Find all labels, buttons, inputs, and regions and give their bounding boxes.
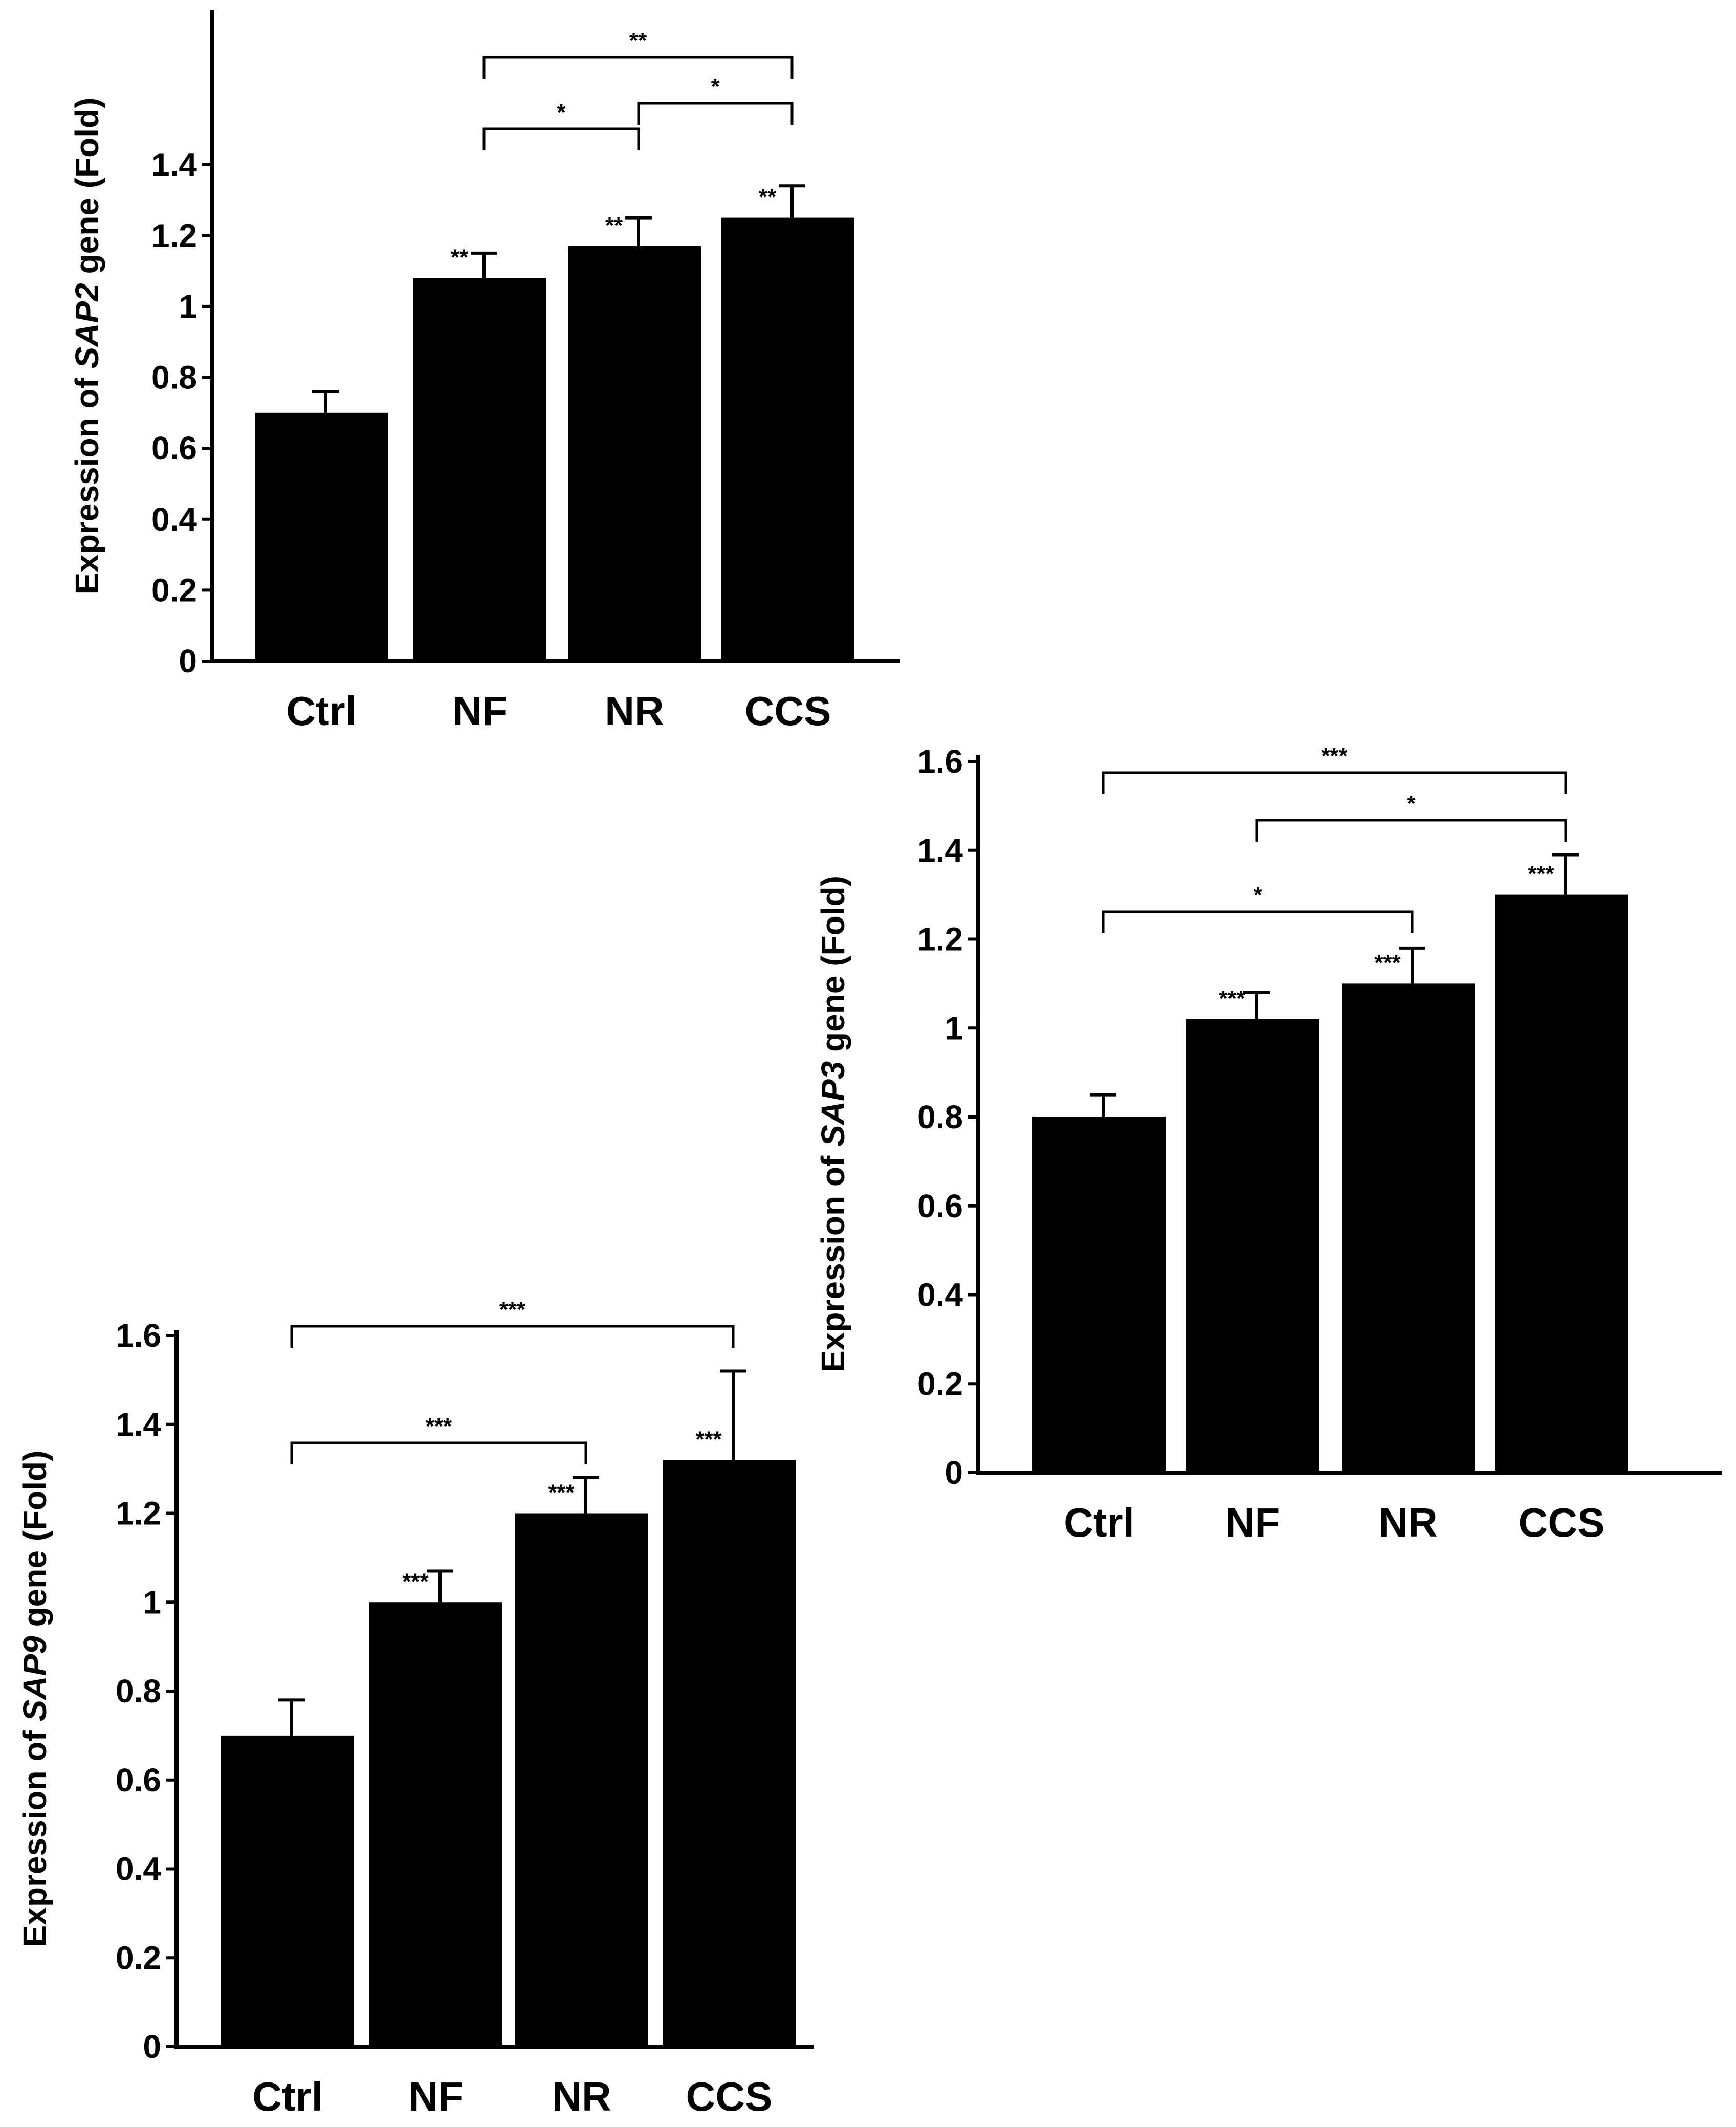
y-tick-label: 0.6 [116,1762,161,1799]
bar-nf [369,1602,502,2047]
y-tick-label: 1.4 [151,146,197,183]
x-tick-label: CCS [1519,1500,1605,1545]
y-tick-label: 0.2 [116,1939,161,1976]
y-tick-label: 0.8 [116,1673,161,1709]
y-tick-label: 1.6 [917,743,963,780]
y-axis-title-gene: SAP9 [16,1636,53,1722]
y-tick-label: 0 [179,643,197,679]
bar-significance-ccs: *** [695,1427,722,1452]
bar-significance-nf: *** [1219,986,1245,1011]
y-tick-label: 0.6 [151,430,197,467]
x-tick-label: NF [409,2074,464,2119]
bar-significance-nr: *** [1374,950,1401,975]
bar-nr [515,1513,648,2047]
bracket-significance: *** [426,1414,452,1439]
comparison-bracket [482,127,640,150]
chart-sap9: 0 0.2 0.4 0.6 0.8 1 1.2 1.4 1.6 Ctrl NF *** NR *** CCS… [16,1297,814,2119]
y-tick-label: 0.4 [116,1851,161,1888]
y-axis-title: Expression of SAP2 gene (Fold) [69,98,105,595]
y-axis-title: Expression of SAP3 gene (Fold) [815,875,851,1372]
comparison-bracket [637,102,794,125]
y-tick-label: 0.4 [151,501,197,538]
y-tick-label: 1.2 [917,921,963,958]
bracket-significance: * [1407,791,1416,816]
bracket-significance: *** [1321,743,1348,769]
y-axis-title: Expression of SAP9 gene (Fold) [16,1451,53,1947]
bar-ctrl [255,412,388,661]
y-tick-label: 0 [143,2028,161,2065]
comparison-bracket [1102,910,1414,933]
x-tick-label: NF [1225,1500,1280,1545]
y-tick-label: 0.6 [917,1188,963,1224]
bar-ccs [721,217,854,661]
bracket-significance: * [557,100,566,125]
x-tick-label: NR [552,2074,611,2119]
bar-significance-nr: ** [605,213,623,238]
y-axis-title-gene: SAP3 [815,1061,851,1147]
y-tick-label: 0.2 [917,1365,963,1402]
comparison-bracket [290,1441,587,1464]
bracket-significance: * [711,74,720,99]
y-tick-label: 1.6 [116,1317,161,1354]
bar-ctrl [1032,1117,1166,1473]
x-tick-label: NR [605,688,664,734]
chart-sap3: 0 0.2 0.4 0.6 0.8 1 1.2 1.4 1.6 Ctrl NF *** NR *** CCS… [815,743,1722,1545]
bar-significance-nf: ** [451,245,469,270]
comparison-bracket [1102,771,1567,794]
bracket-significance: ** [629,28,647,53]
y-tick-label: 0 [944,1454,963,1491]
bar-significance-ccs: ** [759,185,777,210]
y-axis-title-suffix: gene (Fold) [16,1451,53,1636]
bar-significance-ccs: *** [1528,862,1554,887]
x-tick-label: Ctrl [252,2074,323,2119]
x-tick-label: CCS [686,2074,773,2119]
x-tick-label: CCS [745,688,831,734]
x-tick-label: Ctrl [1064,1500,1134,1545]
bar-ccs [663,1460,796,2047]
y-axis-title-prefix: Expression of [16,1721,53,1947]
y-axis-title-gene: SAP2 [69,283,105,368]
x-tick-label: Ctrl [286,688,357,734]
y-tick-label: 0.8 [151,359,197,396]
y-tick-label: 1.4 [116,1406,161,1443]
comparison-bracket [290,1325,735,1348]
y-tick-label: 0.2 [151,572,197,608]
y-axis-title-prefix: Expression of [815,1147,851,1372]
x-tick-label: NF [453,688,508,734]
comparison-bracket [1255,819,1567,842]
y-tick-label: 0.8 [917,1099,963,1135]
y-axis-title-prefix: Expression of [69,368,105,594]
bar-nr [568,246,701,661]
bar-significance-nf: *** [402,1569,429,1594]
y-tick-label: 0.4 [917,1277,963,1313]
y-tick-label: 1 [143,1584,161,1620]
bracket-significance: * [1253,883,1262,908]
bar-ccs [1495,894,1628,1473]
y-axis-title-suffix: gene (Fold) [69,98,105,283]
y-tick-label: 1.2 [116,1495,161,1532]
bar-ctrl [221,1735,354,2047]
x-tick-label: NR [1378,1500,1438,1545]
bar-nr [1342,983,1475,1473]
y-tick-label: 1.2 [151,217,197,254]
y-tick-label: 1 [179,288,197,325]
y-tick-label: 1 [944,1010,963,1046]
y-axis-title-suffix: gene (Fold) [815,875,851,1061]
bar-significance-nr: *** [548,1480,575,1505]
bar-nf [413,278,546,661]
bracket-significance: *** [499,1297,526,1322]
y-tick-label: 1.4 [917,832,963,869]
comparison-bracket [482,56,794,79]
bar-nf [1186,1019,1319,1473]
